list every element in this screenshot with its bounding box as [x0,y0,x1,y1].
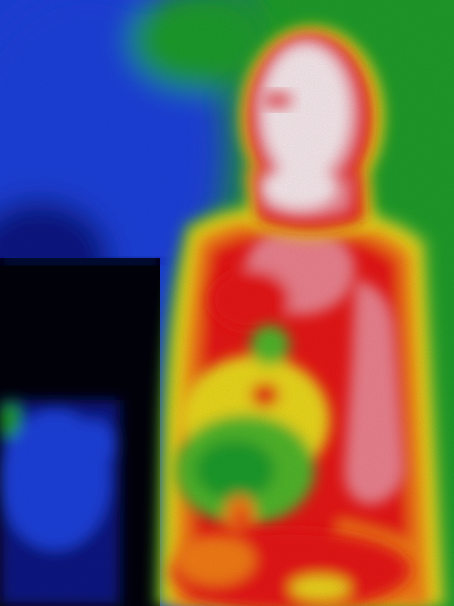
thermal-image-canvas [0,0,454,606]
thermal-image [0,0,454,606]
sensor-noise [0,0,454,606]
